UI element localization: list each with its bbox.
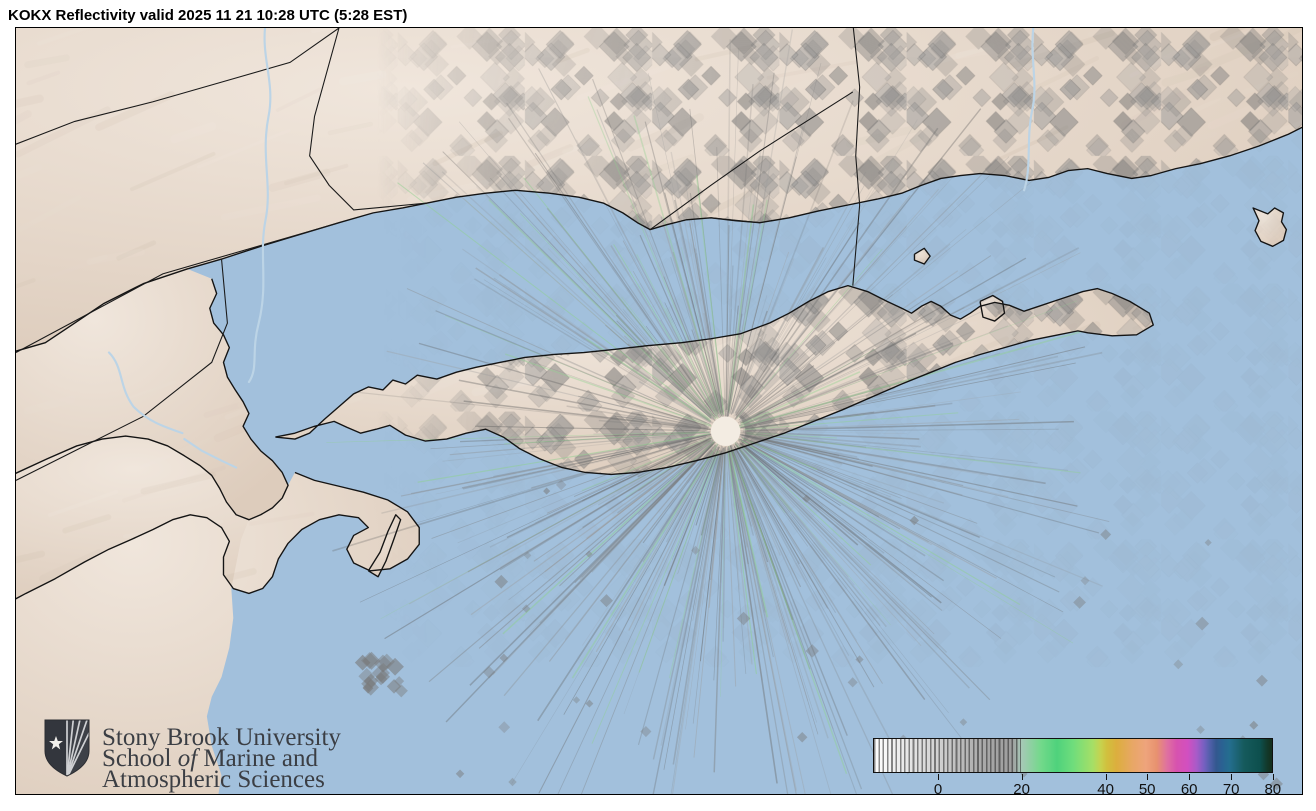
svg-text:Atmospheric Sciences: Atmospheric Sciences xyxy=(102,766,325,793)
